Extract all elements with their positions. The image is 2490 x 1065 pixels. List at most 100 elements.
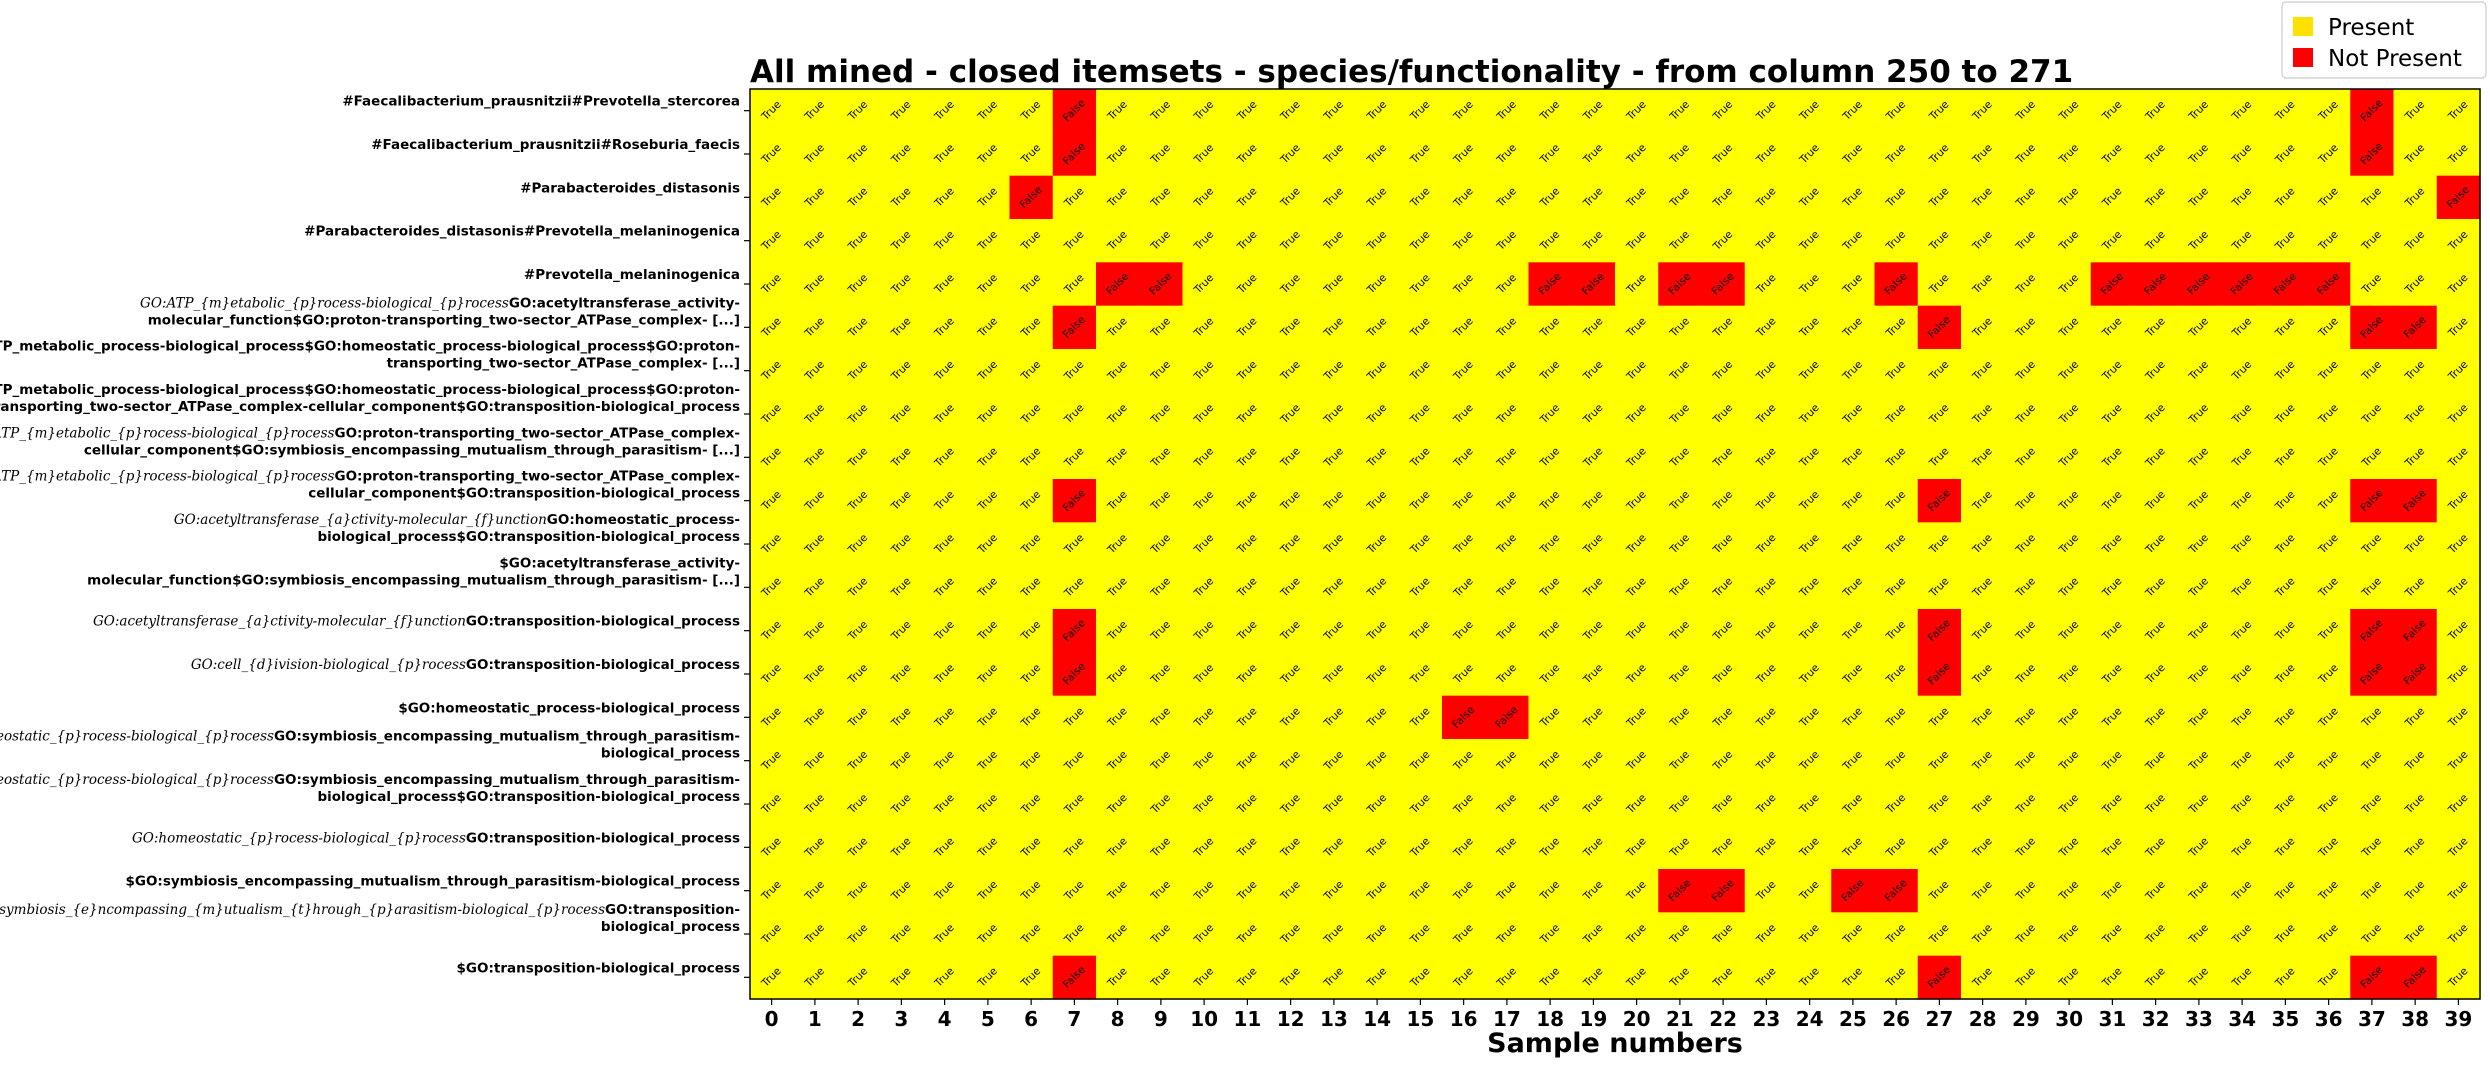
heatmap-cell — [750, 392, 794, 437]
heatmap-cell — [1139, 565, 1184, 610]
heatmap-cell — [2307, 219, 2351, 263]
y-tick-label: GO:homeostatic_{p}rocess-biological_{p}r… — [0, 729, 740, 745]
heatmap-cell — [1615, 695, 1659, 740]
heatmap-cell — [2134, 89, 2178, 133]
heatmap-cell — [2307, 565, 2351, 610]
heatmap-cell — [1096, 392, 1140, 437]
heatmap-cell — [2177, 219, 2222, 263]
y-tick-label: $GO:symbiosis_encompassing_mutualism_thr… — [125, 874, 740, 890]
heatmap-cell — [1961, 305, 2005, 350]
heatmap-cell — [2436, 175, 2481, 220]
heatmap-cell — [2134, 305, 2178, 350]
heatmap-cell — [1225, 652, 1270, 697]
heatmap-cell — [2090, 695, 2135, 740]
heatmap-cell — [1182, 89, 1227, 133]
heatmap-cell — [1096, 565, 1140, 610]
heatmap-cell — [750, 349, 794, 393]
heatmap-cell — [1096, 825, 1140, 870]
heatmap-cell — [1052, 739, 1097, 783]
heatmap-cell — [2263, 89, 2308, 133]
y-tick-label: $GO:homeostatic_process-biological_proce… — [398, 700, 740, 716]
heatmap-cell — [1961, 89, 2005, 133]
heatmap-cell — [1485, 565, 1530, 610]
heatmap-cell — [2307, 132, 2351, 177]
heatmap-cell — [2090, 435, 2135, 480]
heatmap-cell — [2263, 522, 2308, 567]
heatmap-cell — [2436, 609, 2481, 653]
heatmap-cell — [1182, 349, 1227, 393]
heatmap-cell — [2350, 175, 2395, 220]
heatmap-cell — [923, 739, 967, 783]
heatmap-cell — [2350, 89, 2395, 133]
heatmap-cell — [750, 219, 794, 263]
heatmap-cell — [2090, 262, 2135, 307]
heatmap-cell — [750, 435, 794, 480]
heatmap-cell — [750, 175, 794, 220]
heatmap-cell — [1961, 479, 2005, 523]
heatmap-cell — [923, 782, 967, 827]
heatmap-cell — [1874, 565, 1919, 610]
heatmap-cell — [2350, 739, 2395, 783]
heatmap-cell — [793, 609, 838, 653]
heatmap-cell — [923, 305, 967, 350]
heatmap-cell — [2090, 479, 2135, 523]
legend-swatch-present — [2293, 17, 2313, 36]
heatmap-cell — [1571, 89, 1616, 133]
heatmap-cell — [1096, 782, 1140, 827]
heatmap-cell — [1009, 695, 1054, 740]
heatmap-cell — [1917, 262, 1962, 307]
heatmap-cell — [2393, 479, 2438, 523]
heatmap-cell — [1831, 262, 1876, 307]
heatmap-cell — [793, 435, 838, 480]
heatmap-cell — [1615, 89, 1659, 133]
heatmap-cell — [1269, 175, 1313, 220]
heatmap-cell — [1658, 782, 1703, 827]
heatmap-cell — [2177, 175, 2222, 220]
heatmap-cell — [2047, 175, 2092, 220]
heatmap-cell — [1355, 522, 1400, 567]
heatmap-cell — [2004, 782, 2049, 827]
heatmap-cell — [879, 695, 924, 740]
heatmap-cell — [1398, 89, 1443, 133]
heatmap-cell — [1398, 392, 1443, 437]
heatmap-cell — [1658, 349, 1703, 393]
heatmap-cell — [1052, 262, 1097, 307]
heatmap-cell — [1052, 565, 1097, 610]
heatmap-cell — [1312, 782, 1357, 827]
heatmap-cell — [1615, 305, 1659, 350]
heatmap-cell — [923, 695, 967, 740]
heatmap-cell — [1831, 175, 1876, 220]
heatmap-cell — [2004, 175, 2049, 220]
heatmap-cell — [1485, 695, 1530, 740]
heatmap-cell — [1658, 652, 1703, 697]
x-tick-label: 7 — [1067, 1007, 1081, 1031]
heatmap-cell — [2307, 479, 2351, 523]
heatmap-cell — [1096, 695, 1140, 740]
heatmap-cell — [1831, 695, 1876, 740]
heatmap-cell — [2393, 435, 2438, 480]
heatmap-cell — [1485, 219, 1530, 263]
heatmap-cell — [2436, 479, 2481, 523]
heatmap-cell — [1485, 392, 1530, 437]
heatmap-cell — [2220, 305, 2265, 350]
heatmap-cell — [879, 262, 924, 307]
heatmap-cell — [1528, 609, 1573, 653]
heatmap-cell — [1225, 175, 1270, 220]
heatmap-cell — [1182, 305, 1227, 350]
heatmap-cell — [1052, 349, 1097, 393]
heatmap-cell — [1312, 435, 1357, 480]
heatmap-cell — [1961, 565, 2005, 610]
heatmap-cell — [2134, 609, 2178, 653]
heatmap-cell — [1658, 392, 1703, 437]
heatmap-cell — [1788, 652, 1832, 697]
heatmap-cell — [1701, 782, 1746, 827]
heatmap-cell — [1139, 392, 1184, 437]
heatmap-cell — [1961, 695, 2005, 740]
heatmap-cell — [923, 435, 967, 480]
heatmap-cell — [1139, 825, 1184, 870]
heatmap-cell — [2307, 652, 2351, 697]
heatmap-cell — [1096, 609, 1140, 653]
heatmap-cell — [1571, 349, 1616, 393]
heatmap-cell — [1442, 219, 1486, 263]
heatmap-cell — [2177, 349, 2222, 393]
